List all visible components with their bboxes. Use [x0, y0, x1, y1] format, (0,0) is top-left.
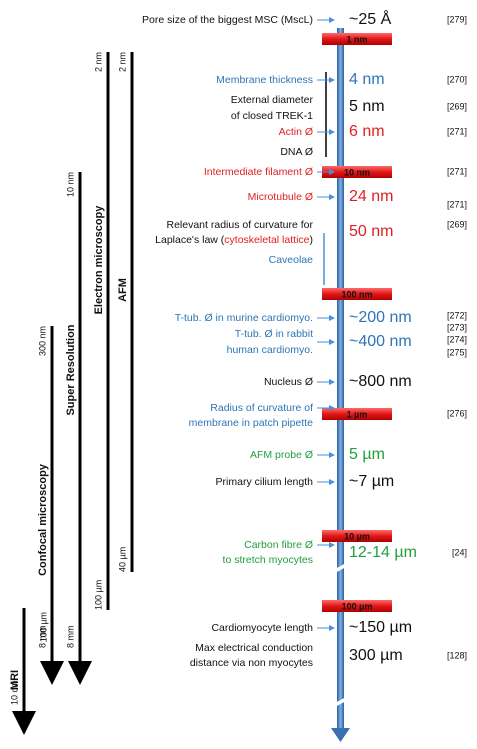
scale-mark-label: 10 µm	[344, 531, 370, 541]
row-value: ~800 nm	[349, 373, 412, 390]
reference: [128]	[447, 650, 467, 660]
method-name: MRI	[9, 670, 21, 690]
method-end: 8 mm	[37, 626, 47, 649]
method-name: AFM	[117, 278, 129, 302]
method-name: Electron microscopy	[93, 205, 105, 315]
row-value: ~25 Å	[349, 9, 392, 28]
row-label: Microtubule Ø	[248, 191, 313, 203]
row-label: Radius of curvature of	[210, 402, 313, 414]
row-label: Pore size of the biggest MSC (MscL)	[142, 14, 313, 26]
row-label: membrane in patch pipette	[189, 417, 313, 429]
row-label: External diameter	[231, 94, 314, 106]
reference: [275]	[447, 347, 467, 357]
reference: [274]	[447, 334, 467, 344]
reference: [269]	[447, 219, 467, 229]
method-name: Confocal microscopy	[37, 463, 49, 576]
row-label: T-tub. Ø in murine cardiomyo.	[175, 312, 313, 324]
row-label: distance via non myocytes	[190, 657, 313, 669]
reference: [273]	[447, 322, 467, 332]
method-name: Super Resolution	[65, 324, 77, 415]
reference: [271]	[447, 199, 467, 209]
row-label: Carbon fibre Ø	[244, 539, 313, 551]
row-value: ~7 µm	[349, 473, 394, 490]
row-value: ~400 nm	[349, 333, 412, 350]
scale-mark-label: 100 µm	[342, 601, 373, 611]
row-label: of closed TREK-1	[231, 110, 313, 122]
row-label: human cardiomyo.	[227, 344, 313, 356]
row-value: 5 µm	[349, 446, 385, 463]
row-label: DNA Ø	[280, 146, 313, 158]
row-value: ~150 µm	[349, 619, 412, 636]
reference: [276]	[447, 408, 467, 418]
row-label: Relevant radius of curvature for	[167, 219, 314, 231]
method-start: 10 nm	[65, 172, 75, 197]
method-start: 2 nm	[93, 52, 103, 72]
row-value: ~200 nm	[349, 309, 412, 326]
row-label: AFM probe Ø	[250, 449, 313, 461]
row-value: 24 nm	[349, 188, 393, 205]
row-value: 5 nm	[349, 98, 385, 115]
row-value: 50 nm	[349, 223, 393, 240]
label-part: )	[310, 234, 314, 246]
scale-bar	[322, 33, 392, 45]
scale-mark-label: 100 nm	[341, 289, 372, 299]
scale-mark-label: 1 nm	[346, 34, 367, 44]
scale-bar	[322, 166, 392, 178]
scale-mark-label: 1 µm	[347, 409, 368, 419]
row-value: 6 nm	[349, 123, 385, 140]
row-label: Laplace's law (cytoskeletal lattice)	[155, 234, 313, 246]
scale-mark-label: 10 nm	[344, 167, 370, 177]
reference: [270]	[447, 74, 467, 84]
row-value: 12-14 µm	[349, 544, 417, 561]
row-label: Nucleus Ø	[264, 376, 313, 388]
row-value: 300 µm	[349, 647, 403, 664]
scale-axis	[337, 28, 344, 730]
axis-arrowhead	[331, 728, 350, 742]
reference: [279]	[447, 14, 467, 24]
label-part: cytoskeletal lattice	[224, 234, 309, 246]
row-label: Max electrical conduction	[195, 642, 313, 654]
row-label: Actin Ø	[279, 126, 313, 138]
scale-bar	[322, 408, 392, 420]
row-label: Cardiomyocyte length	[211, 622, 313, 634]
reference: [269]	[447, 101, 467, 111]
method-end: 10 cm	[9, 680, 19, 705]
label-part: Laplace's law (	[155, 234, 225, 246]
axis-break	[333, 696, 348, 708]
scale-bar	[322, 530, 392, 542]
method-start: 100 µm	[38, 612, 48, 642]
row-value: 4 nm	[349, 71, 385, 88]
reference: [24]	[452, 547, 467, 557]
reference: [271]	[447, 166, 467, 176]
row-label: Membrane thickness	[216, 74, 313, 86]
row-label: to stretch myocytes	[223, 554, 313, 566]
row-label: Intermediate filament Ø	[204, 166, 313, 178]
scale-bar	[322, 288, 392, 300]
method-start: 2 nm	[117, 52, 127, 72]
reference: [272]	[447, 310, 467, 320]
row-label: T-tub. Ø in rabbit	[235, 328, 313, 340]
method-end: 40 µm	[117, 547, 127, 572]
method-end: 100 µm	[93, 580, 103, 610]
scale-bar	[322, 600, 392, 612]
row-label: Primary cilium length	[216, 476, 314, 488]
reference: [271]	[447, 126, 467, 136]
axis-break	[333, 562, 348, 574]
method-start: 300 nm	[37, 326, 47, 356]
row-label: Caveolae	[269, 254, 314, 266]
method-end: 8 mm	[65, 626, 75, 649]
